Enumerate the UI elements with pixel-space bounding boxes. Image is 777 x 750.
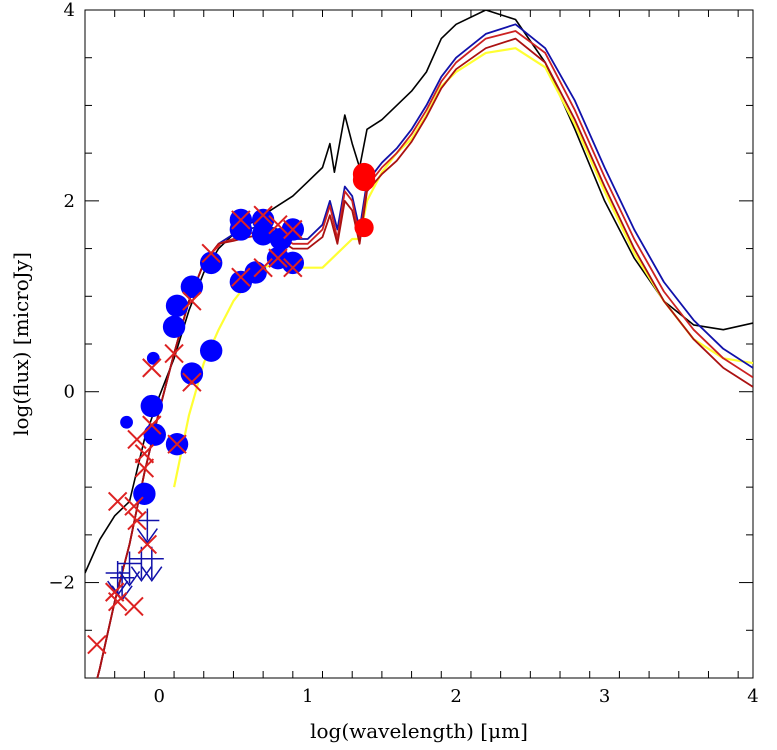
red-cross-marker	[142, 358, 162, 378]
red-cross-marker	[134, 458, 155, 478]
model-blue-line	[96, 23, 753, 678]
blue-data-point	[146, 351, 160, 365]
red-cross-marker	[268, 215, 288, 235]
red-cross-marker	[253, 205, 273, 225]
red-cross-marker	[231, 267, 251, 287]
blue-data-point	[199, 339, 223, 362]
red-data-point	[354, 217, 374, 238]
red-cross-marker	[182, 372, 202, 392]
x-tick-label: 2	[450, 686, 461, 707]
red-cross-marker	[127, 510, 147, 531]
y-tick-label: −2	[48, 573, 75, 594]
cross-markers	[87, 205, 303, 655]
red-cross-marker	[107, 591, 128, 612]
axis-tick-labels: 0 1 2 3 4 −2 0 2 4	[48, 0, 758, 707]
plot-area	[84, 9, 754, 679]
x-tick-label: 4	[747, 686, 758, 707]
axis-ticks	[84, 9, 753, 679]
blue-data-point	[251, 223, 275, 246]
blue-data-point	[162, 315, 186, 339]
blue-data-point	[244, 261, 267, 284]
x-tick-label: 0	[153, 686, 164, 707]
x-tick-label: 1	[302, 686, 313, 707]
red-cross-marker	[231, 210, 251, 230]
blue-data-point	[180, 362, 204, 385]
red-cross-marker	[87, 634, 107, 655]
blue-data-point	[165, 294, 189, 318]
red-cross-marker	[167, 434, 187, 454]
red-cross-marker	[182, 291, 202, 311]
red-cross-marker	[134, 444, 155, 464]
red-cross-marker	[283, 257, 303, 278]
red-cross-marker	[201, 243, 221, 264]
red-cross-marker	[253, 257, 273, 278]
model-curves	[85, 10, 753, 678]
red-cross-marker	[164, 343, 184, 364]
upper-limit-marker	[135, 508, 160, 544]
red-cross-marker	[107, 491, 128, 512]
red-cross-marker	[142, 415, 162, 435]
upper-limit-markers	[105, 508, 164, 602]
y-tick-label: 2	[64, 191, 75, 212]
blue-data-point	[229, 218, 253, 241]
red-data-point	[352, 168, 376, 192]
blue-data-point	[120, 415, 133, 429]
x-axis-label: log(wavelength) [μm]	[310, 719, 528, 743]
upper-limit-marker	[139, 546, 164, 583]
y-tick-label: 4	[64, 0, 75, 21]
blue-data-point	[199, 251, 223, 275]
y-tick-label: 0	[64, 382, 75, 403]
blue-data-point	[133, 482, 156, 506]
upper-limit-marker	[110, 565, 135, 602]
blue-data-point	[180, 275, 204, 298]
red-cross-marker	[137, 534, 158, 555]
red-cross-marker	[268, 248, 288, 268]
red-cross-marker	[283, 219, 303, 240]
x-tick-label: 3	[599, 686, 610, 707]
plot-frame	[84, 9, 754, 679]
blue-data-point	[281, 251, 305, 275]
upper-limit-marker	[117, 551, 142, 587]
y-axis-label: log(flux) [microJy]	[9, 252, 33, 436]
blue-data-point	[140, 394, 163, 418]
red-cross-marker	[124, 596, 144, 617]
